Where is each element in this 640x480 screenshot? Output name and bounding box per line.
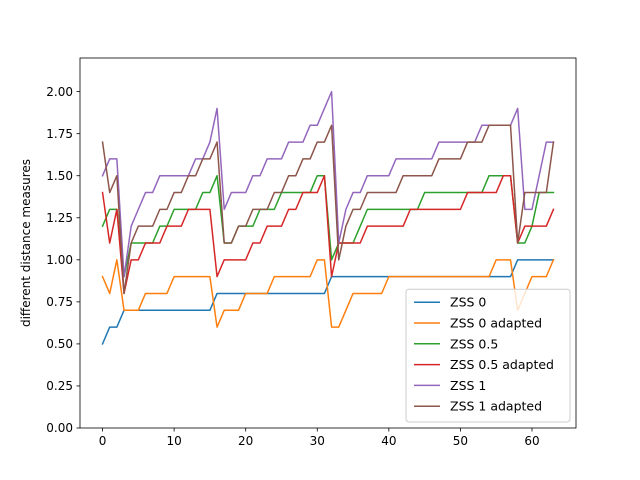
y-axis: 0.00 0.25 0.50 0.75 1.00 1.25 1.50 1.75 2.00: [46, 85, 80, 435]
y-tick-label: 1.25: [46, 211, 73, 225]
x-axis: 0 10 20 30 40 50 60: [99, 428, 540, 448]
series-line-zss-1: [101, 90, 555, 278]
legend-label-zss-0: ZSS 0: [450, 295, 486, 310]
legend-label-zss-1-adapted: ZSS 1 adapted: [450, 399, 542, 414]
legend-label-zss-0-5: ZSS 0.5: [450, 336, 498, 351]
x-tick-label: 50: [453, 434, 468, 448]
x-tick-label: 10: [166, 434, 181, 448]
x-tick-label: 40: [381, 434, 396, 448]
y-tick-label: 1.00: [46, 253, 73, 267]
x-tick-label: 30: [310, 434, 325, 448]
plot-lines: [101, 90, 555, 345]
y-tick-label: 0.50: [46, 337, 73, 351]
legend-label-zss-0-adapted: ZSS 0 adapted: [450, 316, 542, 331]
x-tick-label: 0: [99, 434, 107, 448]
y-tick-label: 2.00: [46, 85, 73, 99]
y-axis-label: different distance measures: [19, 159, 33, 327]
x-tick-label: 60: [524, 434, 539, 448]
series-line-zss-0-5-adapted: [101, 174, 555, 295]
y-tick-label: 1.75: [46, 127, 73, 141]
x-tick-label: 20: [238, 434, 253, 448]
legend-label-zss-1: ZSS 1: [450, 378, 486, 393]
y-tick-label: 0.00: [46, 421, 73, 435]
series-line-zss-0-adapted: [101, 258, 555, 328]
legend-label-zss-0-5-adapted: ZSS 0.5 adapted: [450, 357, 554, 372]
plot-frame: [79, 57, 577, 429]
series-line-zss-1-adapted: [101, 124, 555, 295]
y-tick-label: 0.75: [46, 295, 73, 309]
legend: ZSS 0 ZSS 0 adapted ZSS 0.5 ZSS 0.5 adapted…: [405, 288, 571, 423]
y-tick-label: 1.50: [46, 169, 73, 183]
legend-box: [405, 288, 571, 423]
y-tick-label: 0.25: [46, 379, 73, 393]
